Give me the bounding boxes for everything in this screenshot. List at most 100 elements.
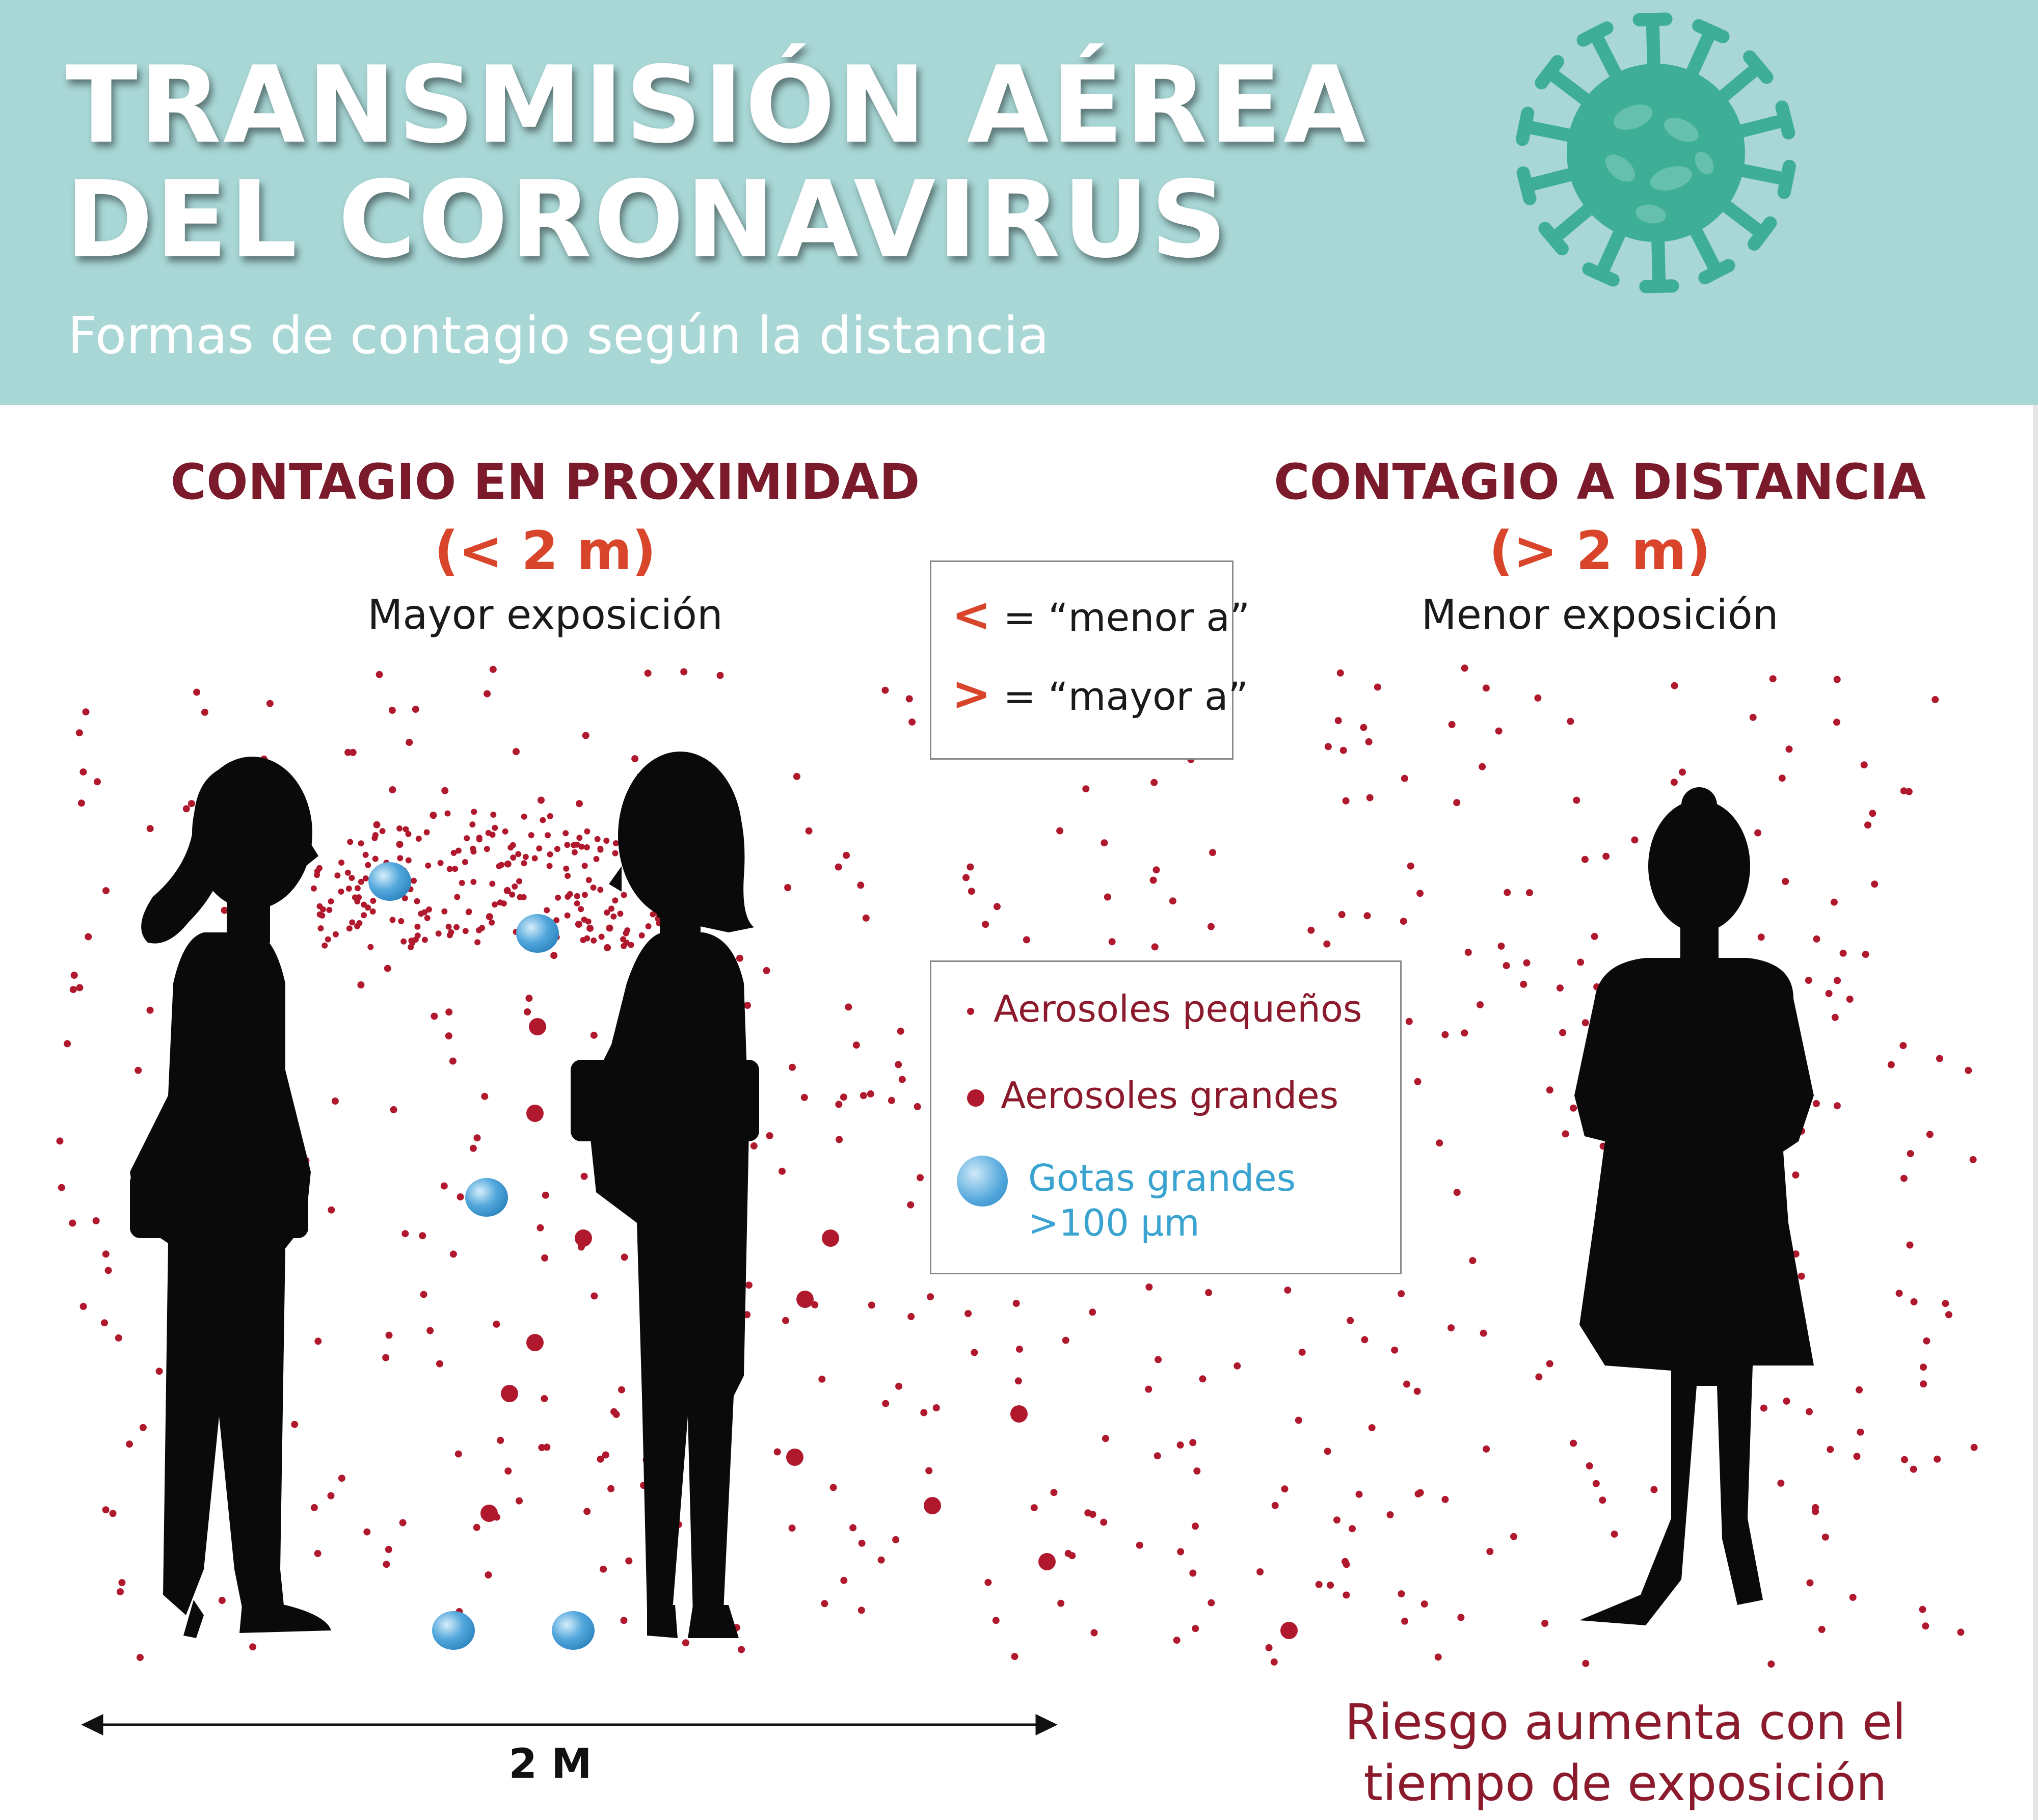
aerosol-dot [835,863,842,871]
aerosol-dot [1461,664,1468,672]
aerosol-dot [474,939,481,946]
aerosol-dot [493,1320,500,1328]
aerosol-dot [716,672,724,679]
aerosol-dot [1386,1511,1394,1518]
aerosol-dot [1806,1579,1814,1587]
aerosol-dot [445,923,452,930]
aerosol-dot [362,851,369,858]
aerosol-dot [786,1449,803,1466]
aerosol-dot [425,862,432,869]
aerosol-dot [249,1643,257,1651]
aerosol-dot [347,839,354,845]
aerosol-dot [1457,1614,1465,1621]
aerosol-dot [604,909,610,916]
aerosol-dot [357,981,365,988]
aerosol-dot [1012,1300,1020,1307]
aerosol-dot [736,954,743,962]
aerosol-dot [565,873,571,879]
aerosol-dot [1038,1553,1056,1570]
aerosol-dot [541,1254,549,1262]
aerosol-dot [117,1588,124,1596]
aerosol-dot [563,865,570,872]
aerosol-dot [348,875,355,881]
aerosol-dot [1592,1480,1600,1487]
aerosol-dot [1853,1453,1861,1460]
aerosol-dot [650,911,656,918]
aerosol-dot [1323,940,1331,948]
aerosol-dot [1782,878,1789,885]
aerosol-dot [338,888,344,895]
aerosol-dot [586,924,594,932]
aerosol-dot [1150,779,1158,786]
aerosol-dot [645,923,652,929]
symbol-key-box: < = “menor a” > = “mayor a” [930,560,1250,760]
aerosol-dot [480,1505,498,1522]
aerosol-dot [1599,1496,1606,1504]
aerosol-dot [541,1395,548,1402]
aerosol-dot [1783,1397,1790,1405]
aerosol-dot [361,912,367,919]
aerosol-dot [1497,942,1505,950]
aerosol-dot [1479,763,1486,770]
arrow-right-icon [1035,1714,1058,1735]
aerosol-dot [1177,1548,1185,1556]
aerosol-dot [371,835,378,841]
aerosol-dot [1778,774,1786,782]
aerosol-dot [484,690,491,698]
large-drops [368,862,595,1650]
aerosol-dot [822,1229,839,1247]
aerosol-dot [489,665,497,673]
aerosol-dot [793,772,800,780]
aerosol-dot [680,668,688,676]
aerosol-dot [102,1506,110,1514]
aerosol-dot [584,935,591,942]
aerosol-dot [412,706,419,713]
aerosol-dot [845,1003,852,1011]
aerosol-dot [1405,1018,1413,1025]
aerosol-dot [314,1337,322,1345]
aerosol-dot [327,1492,335,1500]
large-drop [465,1178,508,1217]
aerosol-dot [1102,1435,1109,1442]
aerosol-dot [1015,1345,1023,1353]
aerosol-dot [430,813,437,819]
aerosol-dot [745,1281,753,1289]
aerosol-dot [326,906,333,913]
legend-box: Aerosoles pequeños Aerosoles grandes Got… [930,960,1402,1274]
aerosol-dot [843,851,850,859]
aerosol-dot [218,1597,226,1604]
aerosol-dot [763,967,770,974]
aerosol-dot [338,1475,345,1482]
virus-spike [1714,195,1766,238]
virus-spike [1545,67,1598,111]
aerosol-dot [346,925,353,932]
aerosol-dot [1208,923,1215,930]
aerosol-dot [914,1103,921,1110]
aerosol-dot [510,854,517,861]
greater-meaning: = “mayor a” [1003,674,1248,719]
aerosol-dot [1347,1317,1354,1324]
aerosol-dot [1849,1594,1857,1601]
aerosol-dot [1416,1489,1424,1496]
aerosol-dot [1193,1467,1201,1475]
aerosol-dot [397,855,404,862]
aerosol-dot [331,1098,339,1105]
aerosol-dot [1154,1452,1161,1460]
aerosol-dot [1923,1337,1930,1345]
aerosol-dot [102,1250,110,1258]
aerosol-dot [1970,1443,1978,1451]
aerosol-dot [1969,1156,1977,1163]
virus-spike [1590,31,1626,87]
aerosol-dot [545,832,551,839]
aerosol-dot [612,840,619,846]
aerosol-dot [1557,984,1564,992]
aerosol-dot [266,700,274,707]
aerosol-dot [431,1012,438,1020]
aerosol-dot [1176,1441,1184,1449]
aerosol-dot [115,1334,122,1342]
aerosol-dot [1591,932,1598,940]
distance-range: (> 2 m) [1489,520,1711,582]
aerosol-dot [1846,996,1854,1003]
aerosol-dot [1338,911,1346,918]
